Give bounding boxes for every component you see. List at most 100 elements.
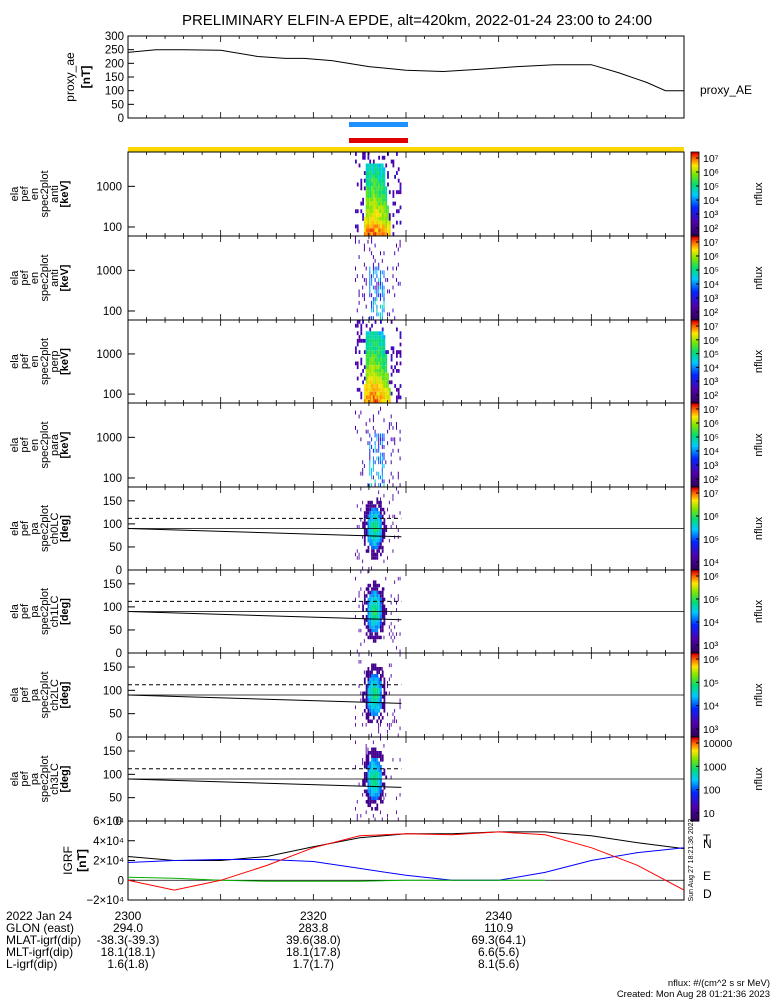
colorbar-tick-label-6: 10⁶	[703, 654, 719, 666]
pitch-angle-cell	[369, 611, 372, 615]
pitch-angle-cell	[380, 677, 382, 682]
spectrogram-cell	[385, 399, 388, 403]
spectrogram-cell	[376, 395, 379, 400]
spectrogram-cell	[383, 335, 386, 339]
pitch-angle-cell	[363, 761, 366, 766]
spectrogram-cell	[363, 338, 366, 343]
pitch-angle-cell	[372, 793, 375, 797]
spectrogram-cell	[381, 213, 384, 217]
pitch-angle-cell	[378, 504, 380, 508]
spectrogram-cell	[376, 220, 379, 225]
pitch-angle-tick-label-0: 0	[116, 565, 122, 577]
pa-ylabel-line: pa	[29, 688, 41, 701]
spectrogram-cell	[355, 236, 356, 240]
pitch-angle-cell	[390, 674, 392, 678]
pitch-angle-cell	[371, 772, 373, 776]
spectrogram-cell	[369, 456, 371, 461]
pitch-angle-cell	[392, 632, 394, 636]
pitch-angle-cell	[371, 688, 373, 692]
spectrogram-cell	[372, 266, 374, 271]
colorbar-cell	[691, 563, 699, 567]
pitch-angle-cell	[365, 587, 368, 591]
pitch-angle-cell	[374, 525, 377, 529]
spectrogram-cell	[372, 228, 375, 233]
spectrogram-cell	[362, 285, 364, 290]
spectrogram-cell	[371, 346, 373, 351]
pitch-angle-cell	[363, 681, 366, 685]
pitch-angle-cell	[372, 625, 375, 629]
spectrogram-cell	[367, 201, 370, 206]
footer-row-label-3: MLT-igrf(dip)	[6, 945, 73, 959]
spectrogram-cell	[383, 171, 386, 175]
pitch-angle-cell	[369, 528, 372, 532]
pitch-angle-cell	[367, 549, 370, 553]
pitch-angle-cell	[378, 765, 380, 769]
colorbar-cell	[691, 334, 699, 338]
spectrogram-cell	[371, 323, 373, 328]
pitch-angle-cell	[362, 782, 364, 787]
spectrogram-cell	[397, 475, 399, 480]
spectrogram-cell	[374, 163, 377, 168]
spectrogram-cell	[369, 335, 372, 339]
pitch-angle-cell	[367, 518, 370, 522]
pitch-angle-cell	[365, 789, 368, 794]
spectrogram-cell	[378, 182, 380, 187]
spectrogram-cell	[388, 479, 390, 484]
pitch-angle-cell	[367, 667, 370, 671]
spectrogram-cell	[380, 338, 382, 343]
pitch-angle-cell	[362, 695, 364, 699]
spectrogram-cell	[369, 220, 372, 225]
spectrogram-cell	[387, 216, 389, 221]
pa-ylabel-line: spec2plot	[39, 671, 51, 718]
pitch-angle-cell	[374, 639, 377, 643]
pitch-angle-cell	[358, 782, 360, 787]
spectrogram-cell	[369, 354, 372, 358]
pitch-angle-cell	[374, 698, 377, 703]
spectrogram-cell	[376, 384, 379, 388]
pitch-angle-cell	[374, 779, 377, 783]
pitch-angle-cell	[380, 779, 382, 783]
spectrogram-cell	[374, 182, 377, 187]
pitch-angle-cell	[367, 754, 370, 759]
pitch-angle-cell	[392, 712, 394, 717]
pitch-angle-cell	[367, 532, 370, 536]
pitch-angle-cell	[367, 800, 370, 804]
pitch-angle-cell	[380, 681, 382, 685]
pitch-angle-cell	[381, 604, 384, 609]
pitch-angle-cell	[374, 511, 377, 515]
pitch-angle-cell	[376, 518, 379, 522]
pitch-angle-cell	[385, 525, 388, 529]
spectrogram-cell	[380, 452, 381, 457]
pitch-angle-cell	[371, 525, 373, 529]
spectrogram-cell	[378, 278, 380, 282]
spectrogram-cell	[374, 213, 377, 217]
pitch-angle-cell	[372, 684, 375, 689]
pitch-angle-cell	[369, 514, 372, 519]
colorbar-cell	[691, 695, 699, 698]
pitch-angle-cell	[399, 726, 401, 731]
pitch-angle-cell	[388, 514, 390, 519]
pitch-angle-cell	[376, 761, 379, 766]
pitch-angle-cell	[371, 695, 373, 699]
colorbar-cell	[691, 770, 699, 774]
spectrogram-frame-2	[127, 319, 685, 404]
pitch-angle-cell	[369, 695, 372, 699]
spectrogram-cell	[378, 387, 380, 392]
spectrogram-cell	[387, 228, 389, 233]
spectrogram-cell	[367, 155, 370, 160]
spectrogram-cell	[394, 441, 396, 446]
pitch-angle-cell	[371, 765, 373, 769]
pitch-angle-cell	[374, 611, 377, 615]
spectrogram-cell	[385, 213, 388, 217]
pitch-angle-cell	[380, 528, 382, 532]
colorbar-cell	[691, 324, 699, 327]
spectrogram-cell	[378, 460, 380, 465]
spectrogram-cell	[381, 281, 383, 286]
spectrogram-cell	[381, 190, 384, 195]
pitch-angle-tick-label-1: 50	[109, 625, 122, 637]
pitch-angle-cell	[380, 695, 382, 699]
colorbar-cell	[691, 592, 699, 596]
pitch-angle-cell	[378, 723, 380, 727]
spectrogram-cell	[369, 270, 371, 275]
pitch-angle-cell	[363, 782, 366, 787]
